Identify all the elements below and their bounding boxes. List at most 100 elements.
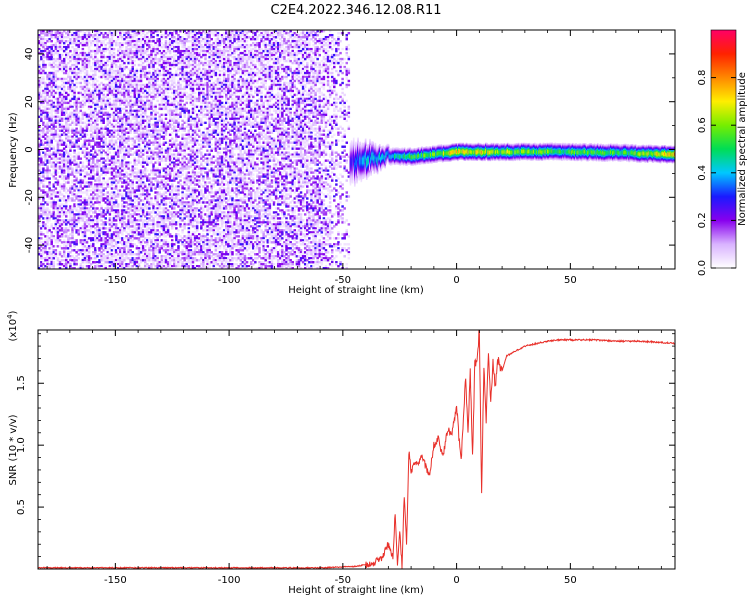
heatmap-cell [48, 33, 51, 37]
heatmap-cell [56, 31, 60, 35]
heatmap-cell [123, 67, 126, 71]
heatmap-cell [69, 97, 72, 101]
heatmap-cell [89, 109, 93, 113]
heatmap-cell [73, 189, 76, 192]
heatmap-cell [98, 69, 101, 73]
heatmap-cell [42, 115, 45, 119]
heatmap-cell [81, 149, 85, 152]
heatmap-cell [54, 31, 58, 35]
heatmap-cell [119, 267, 122, 269]
heatmap-cell [123, 181, 126, 184]
heatmap-cell [114, 225, 118, 228]
heatmap-cell [58, 151, 62, 154]
heatmap-cell [67, 219, 70, 222]
heatmap-cell [89, 263, 93, 266]
heatmap-cell [38, 59, 41, 63]
heatmap-cell [121, 215, 124, 218]
heatmap-cell [112, 127, 116, 130]
heatmap-cell [60, 227, 64, 230]
heatmap-cell [75, 261, 78, 264]
heatmap-cell [73, 39, 76, 43]
heatmap-cell [73, 91, 76, 95]
heatmap-cell [42, 173, 45, 176]
heatmap-cell [58, 33, 62, 37]
heatmap-cell [125, 127, 128, 130]
heatmap-cell [92, 175, 95, 178]
heatmap-cell [79, 195, 83, 198]
heatmap-cell [108, 261, 112, 264]
heatmap-cell [112, 111, 116, 115]
heatmap-cell [121, 101, 124, 105]
heatmap-cell [85, 241, 89, 244]
heatmap-cell [125, 257, 128, 260]
heatmap-cell [42, 61, 45, 65]
heatmap-cell [87, 31, 91, 35]
heatmap-cell [52, 261, 56, 264]
heatmap-cell [89, 99, 93, 103]
heatmap-cell [156, 33, 159, 37]
heatmap-cell [123, 65, 126, 69]
heatmap-cell [89, 55, 93, 59]
heatmap-cell [121, 223, 124, 226]
heatmap-cell [48, 51, 51, 55]
heatmap-cell [89, 157, 93, 160]
heatmap-cell [116, 213, 120, 216]
heatmap-cell [116, 245, 120, 248]
heatmap-cell [87, 101, 91, 105]
heatmap-cell [50, 211, 53, 214]
heatmap-cell [123, 139, 126, 142]
heatmap-cell [56, 257, 60, 260]
heatmap-cell [65, 107, 68, 111]
heatmap-cell [42, 41, 45, 45]
heatmap-cell [38, 65, 41, 69]
heatmap-cell [48, 227, 51, 230]
heatmap-cell [58, 161, 62, 164]
heatmap-cell [79, 251, 83, 254]
heatmap-cell [46, 157, 49, 160]
heatmap-cell [89, 167, 93, 170]
heatmap-cell [108, 229, 112, 232]
heatmap-cell [54, 253, 58, 256]
heatmap-cell [100, 115, 103, 119]
heatmap-cell [38, 205, 41, 208]
heatmap-cell [87, 73, 91, 77]
heatmap-cell [104, 99, 107, 103]
heatmap-cell [44, 209, 47, 212]
heatmap-cell [44, 241, 47, 244]
heatmap-cell [94, 201, 97, 204]
heatmap-cell [46, 30, 49, 33]
heatmap-cell [92, 33, 95, 37]
heatmap-cell [98, 63, 101, 67]
heatmap-cell [96, 167, 99, 170]
heatmap-cell [85, 69, 89, 73]
heatmap-cell [83, 103, 87, 107]
heatmap-cell [65, 205, 68, 208]
heatmap-cell [112, 205, 116, 208]
heatmap-cell [46, 161, 49, 164]
heatmap-cell [125, 123, 128, 126]
heatmap-cell [121, 99, 124, 103]
heatmap-cell [92, 247, 95, 250]
heatmap-cell [40, 115, 43, 119]
heatmap-cell [100, 227, 103, 230]
heatmap-cell [62, 263, 66, 266]
heatmap-cell [77, 67, 80, 71]
heatmap-cell [44, 37, 47, 41]
heatmap-cell [69, 161, 72, 164]
heatmap-cell [77, 71, 80, 75]
heatmap-cell [108, 253, 112, 256]
heatmap-cell [116, 47, 120, 51]
heatmap-cell [116, 179, 120, 182]
heatmap-cell [116, 77, 120, 81]
heatmap-cell [60, 141, 64, 144]
heatmap-cell [123, 167, 126, 170]
heatmap-cell [108, 251, 112, 254]
heatmap-cell [62, 41, 66, 45]
heatmap-cell [116, 129, 120, 132]
heatmap-cell [56, 233, 60, 236]
heatmap-cell [83, 125, 87, 128]
heatmap-cell [71, 137, 74, 140]
heatmap-cell [58, 205, 62, 208]
heatmap-cell [114, 73, 118, 77]
heatmap-cell [116, 227, 120, 230]
